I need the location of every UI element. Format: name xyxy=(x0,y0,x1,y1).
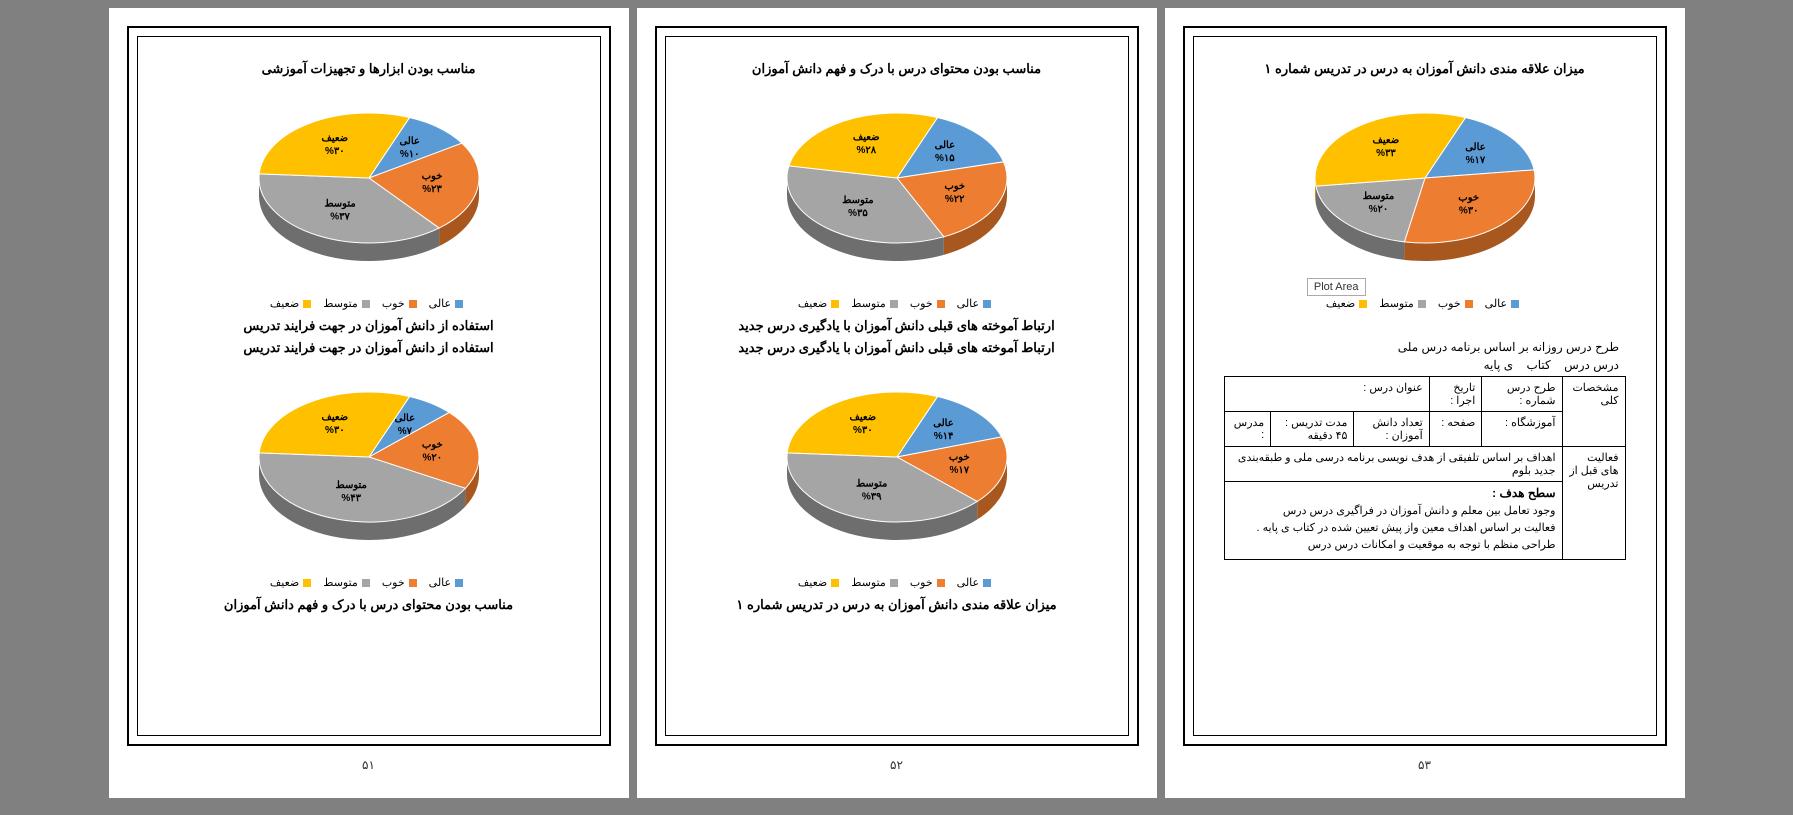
svg-text:%۲۳: %۲۳ xyxy=(422,184,442,195)
svg-text:متوسط: متوسط xyxy=(842,195,873,206)
page-51: مناسب بودن ابزارها و تجهیزات آموزشی عالی… xyxy=(109,8,629,798)
chart-p2-1: عالی %۱۵ خوب %۲۲ متوسط %۳۵ ضعیف %۲۸ عالیخوبمتوسط… xyxy=(696,83,1098,310)
svg-text:ضعیف: ضعیف xyxy=(321,133,348,144)
goal-line: طراحی منظم با توجه به موقعیت و امکانات د… xyxy=(1231,538,1556,551)
pages-container: مناسب بودن ابزارها و تجهیزات آموزشی عالی… xyxy=(8,8,1785,798)
chart-p3-1: عالی %۱۷ خوب %۳۰ متوسط %۲۰ ضعیف %۳۳ عالیخوبمتوسط… xyxy=(1224,83,1626,310)
svg-text:%۳۹: %۳۹ xyxy=(861,492,881,503)
svg-text:%۱۴: %۱۴ xyxy=(933,431,953,442)
svg-text:ضعیف: ضعیف xyxy=(849,412,876,423)
svg-text:متوسط: متوسط xyxy=(335,480,366,491)
page-number: ۵۳ xyxy=(1183,758,1667,772)
svg-text:خوب: خوب xyxy=(944,181,965,192)
plan-cell: صفحه : xyxy=(1429,412,1482,447)
chart-legend: عالیخوبمتوسطضعیف xyxy=(696,576,1098,589)
chart-title: مناسب بودن محتوای درس با درک و فهم دانش … xyxy=(696,61,1098,77)
svg-text:%۳۷: %۳۷ xyxy=(330,212,350,223)
chart-title: میزان علاقه مندی دانش آموزان به درس در ت… xyxy=(696,597,1098,613)
svg-text:متوسط: متوسط xyxy=(855,479,886,490)
svg-text:عالی: عالی xyxy=(399,136,419,147)
plan-cell: عنوان درس : xyxy=(1224,377,1429,412)
svg-text:عالی: عالی xyxy=(1465,142,1485,153)
chart-legend: عالیخوبمتوسطضعیف xyxy=(696,297,1098,310)
chart-title: مناسب بودن محتوای درس با درک و فهم دانش … xyxy=(168,597,570,613)
svg-text:%۱۷: %۱۷ xyxy=(1465,155,1485,166)
svg-text:%۳۵: %۳۵ xyxy=(848,208,868,219)
svg-text:عالی: عالی xyxy=(933,418,953,429)
svg-text:%۲۰: %۲۰ xyxy=(422,452,442,463)
svg-text:خوب: خوب xyxy=(1458,192,1479,203)
plan-header-2c: ی پایه xyxy=(1484,358,1514,372)
page-number: ۵۱ xyxy=(127,758,611,772)
svg-text:%۳۰: %۳۰ xyxy=(324,146,344,157)
svg-text:ضعیف: ضعیف xyxy=(321,412,348,423)
plan-header-2a: درس درس xyxy=(1564,358,1619,372)
chart-p1-1: عالی %۱۰خوب %۲۳ متوسط %۳۷ ضعیف %۳۰ عالیخوبمتوسط… xyxy=(168,83,570,310)
svg-text:%۱۰: %۱۰ xyxy=(399,149,419,160)
plan-cell: تعداد دانش آموزان : xyxy=(1354,412,1429,447)
goal-line: وجود تعامل بین معلم و دانش آموزان در فرا… xyxy=(1231,504,1556,517)
chart-legend: عالیخوبمتوسطضعیف xyxy=(1224,297,1626,310)
goal-title: سطح هدف : xyxy=(1231,486,1556,500)
plan-cell: فعالیت های قبل از تدریس xyxy=(1562,447,1625,560)
plan-cell: تاریخ اجرا : xyxy=(1429,377,1482,412)
svg-text:متوسط: متوسط xyxy=(1362,191,1393,202)
svg-text:عالی: عالی xyxy=(934,140,954,151)
svg-text:%۱۵: %۱۵ xyxy=(935,153,955,164)
svg-text:%۷: %۷ xyxy=(397,426,412,437)
svg-text:عالی: عالی xyxy=(394,413,414,424)
svg-text:%۴۳: %۴۳ xyxy=(341,493,361,504)
svg-text:%۱۷: %۱۷ xyxy=(949,465,969,476)
svg-text:ضعیف: ضعیف xyxy=(852,132,879,143)
goal-line: فعالیت بر اساس اهداف معین واز پیش تعیین … xyxy=(1231,521,1556,534)
svg-text:%۳۰: %۳۰ xyxy=(1458,205,1478,216)
svg-text:متوسط: متوسط xyxy=(324,199,355,210)
page-53: میزان علاقه مندی دانش آموزان به درس در ت… xyxy=(1165,8,1685,798)
chart-p1-2: عالی %۷ خوب %۲۰ متوسط %۴۳ ضعیف %۳۰ عالیخوبمتوسطض… xyxy=(168,362,570,589)
lesson-plan-table: طرح درس روزانه بر اساس برنامه درس ملی در… xyxy=(1224,336,1626,560)
plan-cell: آموزشگاه : xyxy=(1482,412,1562,447)
svg-text:خوب: خوب xyxy=(421,171,442,182)
plan-cell: مدت تدریس : ۴۵ دقیقه xyxy=(1271,412,1354,447)
plan-cell: اهداف بر اساس تلفیقی از هدف نویسی برنامه… xyxy=(1224,447,1562,482)
svg-text:ضعیف: ضعیف xyxy=(1372,135,1399,146)
chart-subtitle: ارتباط آموخته های قبلی دانش آموزان با یا… xyxy=(696,340,1098,356)
chart-title: استفاده از دانش آموزان در جهت فرایند تدر… xyxy=(168,318,570,334)
plot-area-tooltip: Plot Area xyxy=(1307,278,1366,296)
svg-text:%۳۳: %۳۳ xyxy=(1376,148,1396,159)
svg-text:%۲۰: %۲۰ xyxy=(1368,204,1388,215)
svg-text:%۳۰: %۳۰ xyxy=(852,425,872,436)
plan-cell: مدرس : xyxy=(1224,412,1271,447)
svg-text:%۲۲: %۲۲ xyxy=(944,194,964,205)
chart-title: ارتباط آموخته های قبلی دانش آموزان با یا… xyxy=(696,318,1098,334)
chart-subtitle: استفاده از دانش آموزان در جهت فرایند تدر… xyxy=(168,340,570,356)
plan-header-2b: کتاب xyxy=(1526,358,1550,372)
plan-header-1: طرح درس روزانه بر اساس برنامه درس ملی xyxy=(1230,340,1619,354)
chart-title: مناسب بودن ابزارها و تجهیزات آموزشی xyxy=(168,61,570,77)
svg-text:%۲۸: %۲۸ xyxy=(856,145,876,156)
page-number: ۵۲ xyxy=(655,758,1139,772)
page-52: مناسب بودن محتوای درس با درک و فهم دانش … xyxy=(637,8,1157,798)
chart-legend: عالیخوبمتوسطضعیف xyxy=(168,297,570,310)
plan-cell: طرح درس شماره : xyxy=(1482,377,1562,412)
svg-text:%۳۰: %۳۰ xyxy=(324,425,344,436)
svg-text:خوب: خوب xyxy=(421,439,442,450)
chart-p2-2: عالی %۱۴ خوب %۱۷ متوسط %۳۹ ضعیف %۳۰ عالیخوبمتوسط… xyxy=(696,362,1098,589)
plan-cell: مشخصات کلی xyxy=(1562,377,1625,447)
chart-legend: عالیخوبمتوسطضعیف xyxy=(168,576,570,589)
svg-text:خوب: خوب xyxy=(948,452,969,463)
chart-title: میزان علاقه مندی دانش آموزان به درس در ت… xyxy=(1224,61,1626,77)
